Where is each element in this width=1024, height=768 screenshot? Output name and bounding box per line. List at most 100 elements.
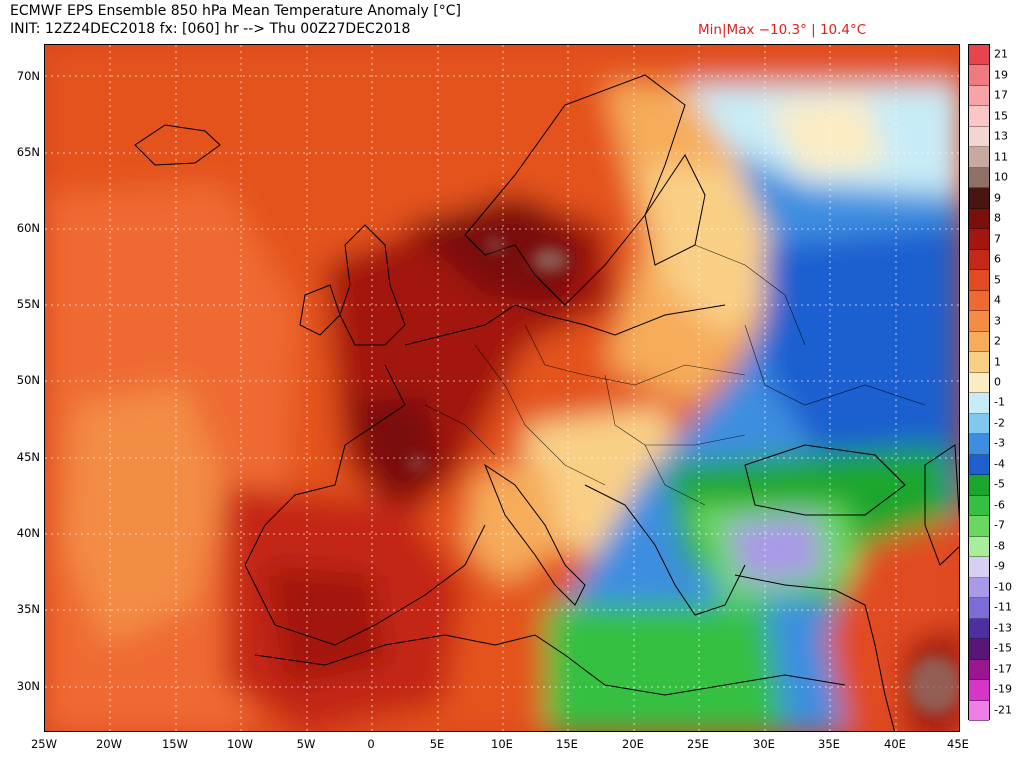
- colorbar-label: 5: [994, 273, 1001, 287]
- colorbar-label: 8: [994, 211, 1001, 225]
- borders: [424, 244, 926, 506]
- anomaly-map: [44, 44, 960, 732]
- lat-label: 50N: [16, 373, 40, 387]
- colorbar-label: 21: [994, 47, 1008, 61]
- colorbar-swatch: [969, 434, 989, 455]
- colorbar-swatch: [969, 311, 989, 332]
- lon-label: 5W: [296, 737, 316, 751]
- lat-label: 60N: [16, 221, 40, 235]
- lon-label: 30E: [753, 737, 775, 751]
- lon-label: 20W: [95, 737, 123, 751]
- colorbar-label: 7: [994, 232, 1001, 246]
- colorbar-label: 6: [994, 252, 1001, 266]
- colorbar-label: -1: [994, 395, 1005, 409]
- colorbar-label: -8: [994, 539, 1005, 553]
- lat-label: 55N: [16, 297, 40, 311]
- colorbar-label: 0: [994, 375, 1001, 389]
- colorbar-swatch: [969, 577, 989, 599]
- map-header: ECMWF EPS Ensemble 850 hPa Mean Temperat…: [10, 2, 461, 38]
- colorbar-swatch: [969, 495, 989, 517]
- lon-label: 35E: [818, 737, 840, 751]
- colorbar-label: -17: [994, 662, 1012, 676]
- lon-label: 45E: [947, 737, 969, 751]
- coastlines: [134, 74, 959, 731]
- colorbar-label: -7: [994, 518, 1005, 532]
- lon-label: 20E: [622, 737, 644, 751]
- lat-label: 65N: [16, 145, 40, 159]
- lon-label: 25W: [30, 737, 58, 751]
- colorbar-label: 10: [994, 170, 1008, 184]
- colorbar-swatch: [969, 331, 989, 353]
- colorbar-swatch: [969, 188, 989, 209]
- terrain-patches: [409, 239, 959, 715]
- colorbar-label: -5: [994, 477, 1005, 491]
- colorbar-swatch: [969, 536, 989, 558]
- colorbar-label: 15: [994, 109, 1008, 123]
- colorbar-swatch: [969, 475, 989, 496]
- lat-label: 30N: [16, 679, 40, 693]
- colorbar-swatch: [969, 229, 989, 250]
- graticule: [45, 45, 959, 731]
- colorbar-swatch: [969, 372, 989, 394]
- colorbar-label: -15: [994, 641, 1012, 655]
- colorbar-swatch: [969, 106, 989, 127]
- colorbar-swatch: [969, 413, 989, 435]
- colorbar-swatch: [969, 85, 989, 107]
- colorbar-swatch: [969, 290, 989, 312]
- colorbar-label: 11: [994, 150, 1008, 164]
- colorbar-swatch: [969, 352, 989, 373]
- colorbar-swatch: [969, 557, 989, 578]
- colorbar-label: -4: [994, 457, 1005, 471]
- colorbar-swatch: [969, 45, 989, 66]
- colorbar-swatch: [969, 639, 989, 660]
- colorbar-swatch: [969, 618, 989, 640]
- colorbar-swatch: [969, 65, 989, 86]
- colorbar-label: 17: [994, 88, 1008, 102]
- lat-label: 45N: [16, 450, 40, 464]
- lon-label: 5E: [429, 737, 445, 751]
- colorbar-label: 3: [994, 314, 1001, 328]
- minmax-readout: Min|Max −10.3° | 10.4°C: [698, 22, 867, 38]
- lon-label: 10W: [226, 737, 254, 751]
- lat-label: 40N: [16, 526, 40, 540]
- map-canvas: [45, 45, 959, 731]
- colorbar-swatch: [969, 167, 989, 189]
- colorbar-swatch: [969, 680, 989, 701]
- colorbar-swatch: [969, 454, 989, 476]
- lon-label: 25E: [687, 737, 709, 751]
- colorbar-label: -2: [994, 416, 1005, 430]
- colorbar-swatch: [969, 659, 989, 681]
- colorbar-swatch: [969, 270, 989, 291]
- colorbar-swatch: [969, 393, 989, 414]
- colorbar-swatch: [969, 147, 989, 168]
- lon-label: 10E: [491, 737, 513, 751]
- lat-label: 70N: [16, 69, 40, 83]
- colorbar-label: 9: [994, 191, 1001, 205]
- lon-label: 0: [367, 737, 375, 751]
- colorbar-label: 19: [994, 68, 1008, 82]
- map-title: ECMWF EPS Ensemble 850 hPa Mean Temperat…: [10, 3, 461, 19]
- lon-label: 40E: [884, 737, 906, 751]
- colorbar-label: -6: [994, 498, 1005, 512]
- init-info: INIT: 12Z24DEC2018 fx: [060] hr --> Thu …: [10, 21, 411, 37]
- colorbar-label: -13: [994, 621, 1012, 635]
- colorbar-label: -19: [994, 682, 1012, 696]
- anomaly-field: [45, 45, 959, 731]
- colorbar-label: -3: [994, 436, 1005, 450]
- colorbar-swatch: [969, 516, 989, 537]
- colorbar-label: 2: [994, 334, 1001, 348]
- lat-label: 35N: [16, 602, 40, 616]
- colorbar-label: -21: [994, 703, 1012, 717]
- colorbar-label: -9: [994, 559, 1005, 573]
- colorbar-swatch: [969, 126, 989, 148]
- colorbar-swatch: [969, 700, 989, 721]
- colorbar-swatch: [969, 249, 989, 271]
- colorbar-swatch: [969, 208, 989, 230]
- colorbar-label: -11: [994, 600, 1012, 614]
- colorbar: [968, 44, 990, 721]
- colorbar-label: -10: [994, 580, 1012, 594]
- colorbar-label: 1: [994, 355, 1001, 368]
- lon-label: 15W: [161, 737, 189, 751]
- colorbar-label: 13: [994, 129, 1008, 143]
- colorbar-label: 4: [994, 293, 1001, 307]
